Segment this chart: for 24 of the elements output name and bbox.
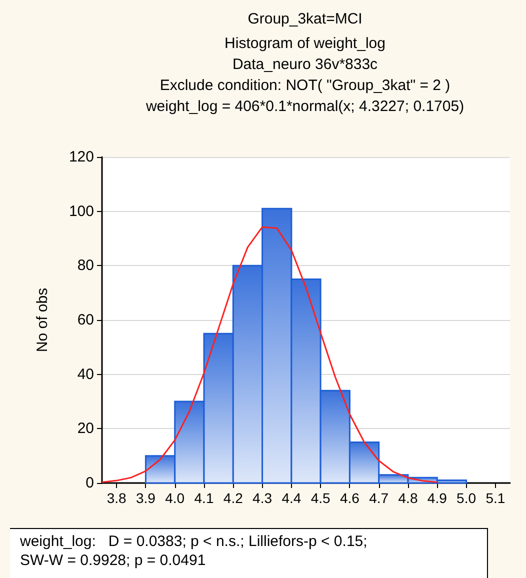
y-tick-label: 20 xyxy=(77,420,94,438)
y-tick-label: 0 xyxy=(86,474,94,492)
x-tick-label: 4.3 xyxy=(252,490,272,506)
x-tick-label: 4.2 xyxy=(223,490,244,506)
x-tick-label: 4.9 xyxy=(427,490,448,506)
x-tick-label: 4.5 xyxy=(310,490,331,506)
x-tick-label: 4.0 xyxy=(165,490,185,506)
x-tick-label: 3.9 xyxy=(136,490,156,506)
x-tick-label: 5.1 xyxy=(486,490,506,506)
x-tick-label: 4.7 xyxy=(369,490,389,506)
x-tick-label: 5.0 xyxy=(456,490,476,506)
y-tick-label: 80 xyxy=(77,257,94,274)
x-tick-label: 3.8 xyxy=(106,490,127,506)
y-tick-label: 100 xyxy=(68,202,94,220)
x-tick-label: 4.4 xyxy=(282,490,302,506)
x-tick-label: 4.8 xyxy=(398,490,418,506)
x-tick-label: 4.6 xyxy=(340,490,360,506)
y-tick-label: 60 xyxy=(77,312,94,328)
chart-title: Group_3kat=MCI xyxy=(248,10,362,28)
y-tick-label: 40 xyxy=(77,366,94,383)
chart-subtitle: Histogram of weight_log Data_neuro 36v*833c Exclude condition: NOT( "Group_3kat" = 2 ) weight_log = 406*0.1*normal(x; 4.3227; 0.1705) xyxy=(144,35,464,115)
x-tick-label: 4.1 xyxy=(194,490,214,506)
y-tick-label: 120 xyxy=(68,148,94,166)
y-axis-title: No of obs xyxy=(34,288,51,352)
